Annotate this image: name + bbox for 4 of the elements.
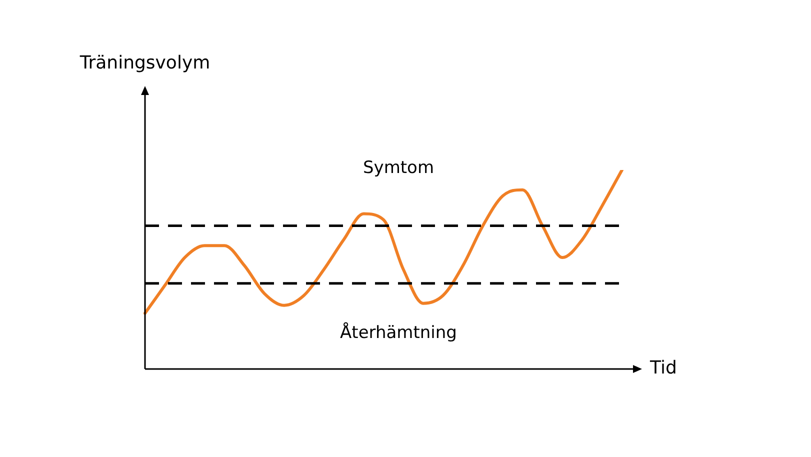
- ref-line-label: Symtom: [362, 158, 434, 178]
- text: Träningsvolym: [78, 52, 210, 74]
- ref-line-label: Återhämtning: [340, 322, 457, 343]
- x-axis-title: Tid: [649, 358, 677, 379]
